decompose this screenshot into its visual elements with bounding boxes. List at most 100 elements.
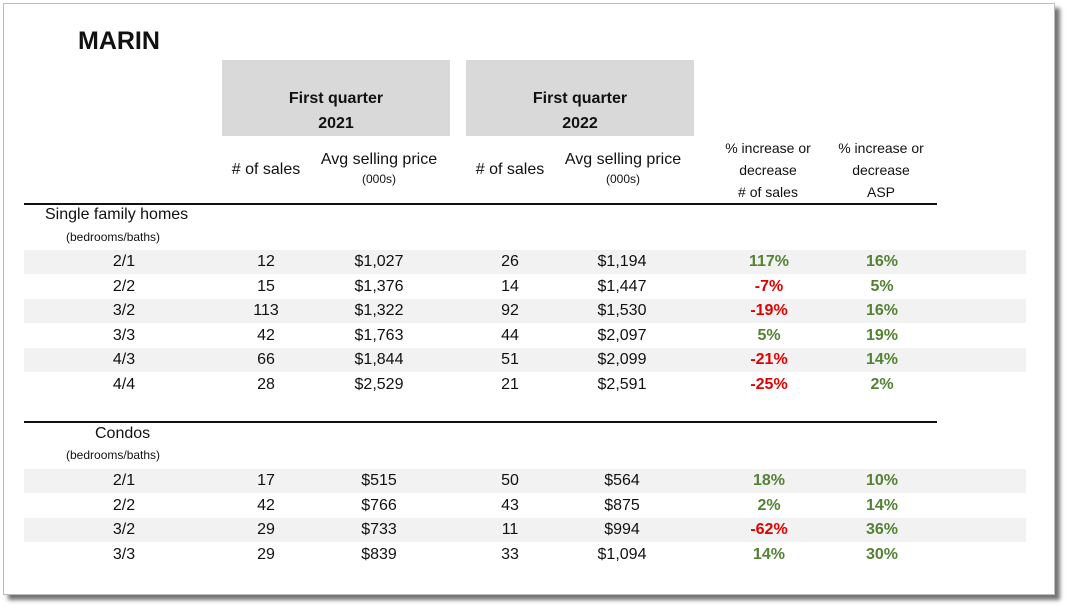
section-title: Condos — [95, 425, 151, 442]
cell-price-2021: $1,763 — [354, 326, 404, 344]
table-row: 3/3 29 $839 33 $1,094 14% 30% — [24, 543, 1026, 567]
pct-header-line: decrease — [852, 162, 910, 178]
cell-sales-2022: 21 — [501, 376, 519, 393]
cell-pct-asp: 14% — [865, 351, 899, 369]
quarter-year: 2022 — [562, 115, 598, 132]
cell-sales-2021: 29 — [257, 521, 275, 539]
cell-sales-2022: 11 — [501, 521, 519, 539]
section-divider — [24, 421, 937, 423]
cell-type: 3/2 — [112, 302, 136, 320]
cell-price-2022: $564 — [604, 472, 640, 489]
cell-price-2021: $1,844 — [354, 351, 404, 369]
quarter-year: 2021 — [318, 115, 354, 132]
col-header-unit: (000s) — [605, 172, 640, 186]
table-row: 3/3 42 $1,763 44 $2,097 5% 19% — [24, 324, 1026, 348]
cell-sales-2021: 66 — [257, 351, 275, 369]
table-row: 4/3 66 $1,844 51 $2,099 -21% 14% — [24, 348, 1026, 373]
col-header-pct-asp: % increase or decrease ASP — [818, 137, 944, 203]
cell-price-2022: $1,194 — [597, 253, 647, 270]
cell-sales-2021: 42 — [257, 496, 275, 514]
cell-price-2022: $875 — [604, 496, 640, 514]
col-header-unit: (000s) — [361, 172, 396, 186]
cell-sales-2022: 92 — [501, 302, 519, 320]
cell-pct-asp: 14% — [865, 496, 899, 514]
cell-sales-2021: 29 — [257, 546, 275, 564]
cell-price-2021: $515 — [361, 472, 397, 489]
col-header-price-2022: Avg selling price (000s) — [552, 150, 694, 188]
cell-sales-2021: 17 — [257, 472, 275, 489]
pct-header-line: % increase or — [838, 140, 924, 156]
cell-price-2021: $1,376 — [354, 277, 404, 295]
cell-pct-asp: 19% — [865, 326, 899, 344]
section-subtitle: (bedrooms/baths) — [66, 448, 161, 462]
cell-pct-asp: 5% — [870, 277, 894, 295]
cell-pct-sales: -7% — [754, 277, 784, 295]
cell-sales-2022: 44 — [501, 326, 519, 344]
col-header-price-2021: Avg selling price (000s) — [308, 150, 450, 188]
cell-sales-2021: 15 — [257, 277, 275, 295]
cell-price-2021: $839 — [361, 546, 397, 564]
table-row: 2/2 15 $1,376 14 $1,447 -7% 5% — [24, 275, 1026, 299]
section-title: Single family homes — [45, 206, 189, 223]
cell-type: 3/3 — [112, 546, 136, 564]
quarter-label: First quarter — [288, 90, 384, 107]
page-title: MARIN — [78, 27, 160, 55]
cell-pct-asp: 30% — [865, 546, 899, 564]
table-row: 2/2 42 $766 43 $875 2% 14% — [24, 494, 1026, 518]
pct-header-line: decrease — [739, 162, 797, 178]
cell-pct-sales: -62% — [750, 521, 788, 539]
pct-header-line: ASP — [866, 184, 895, 200]
cell-pct-sales: 2% — [757, 496, 781, 514]
cell-pct-sales: -25% — [750, 376, 788, 393]
col-header-label: Avg selling price — [564, 151, 682, 168]
cell-pct-sales: -19% — [750, 302, 788, 320]
cell-pct-asp: 16% — [865, 302, 899, 320]
pct-header-line: # of sales — [738, 184, 798, 200]
cell-pct-asp: 2% — [870, 376, 894, 393]
cell-sales-2022: 43 — [501, 496, 519, 514]
cell-pct-asp: 10% — [865, 472, 899, 489]
pct-header-line: % increase or — [725, 140, 811, 156]
cell-sales-2021: 28 — [257, 376, 275, 393]
quarter-header-2021: First quarter 2021 — [222, 60, 450, 136]
cell-pct-asp: 36% — [865, 521, 899, 539]
section-subtitle: (bedrooms/baths) — [66, 230, 161, 244]
cell-type: 3/2 — [112, 521, 136, 539]
cell-pct-sales: 5% — [757, 326, 781, 344]
cell-price-2021: $733 — [361, 521, 397, 539]
cell-price-2022: $1,530 — [597, 302, 647, 320]
table-row: 4/4 28 $2,529 21 $2,591 -25% 2% — [24, 373, 1026, 397]
cell-price-2022: $2,099 — [597, 351, 647, 369]
cell-sales-2021: 12 — [257, 253, 275, 270]
table-row: 3/2 29 $733 11 $994 -62% 36% — [24, 518, 1026, 543]
cell-type: 2/1 — [112, 472, 136, 489]
cell-price-2022: $2,591 — [597, 376, 647, 393]
cell-sales-2022: 26 — [501, 253, 519, 270]
cell-sales-2022: 50 — [501, 472, 519, 489]
table-row: 2/1 12 $1,027 26 $1,194 117% 16% — [24, 250, 1026, 274]
cell-pct-sales: 18% — [752, 472, 786, 489]
table-row: 3/2 113 $1,322 92 $1,530 -19% 16% — [24, 299, 1026, 324]
cell-type: 4/3 — [112, 351, 136, 369]
cell-type: 2/2 — [112, 277, 136, 295]
cell-price-2021: $2,529 — [354, 376, 404, 393]
cell-price-2022: $2,097 — [597, 326, 647, 344]
quarter-label: First quarter — [532, 90, 628, 107]
cell-pct-sales: 14% — [752, 546, 786, 564]
cell-pct-asp: 16% — [865, 253, 899, 270]
cell-price-2022: $1,094 — [597, 546, 647, 564]
cell-pct-sales: -21% — [750, 351, 788, 369]
table-row: 2/1 17 $515 50 $564 18% 10% — [24, 469, 1026, 493]
col-header-sales-2021: # of sales — [231, 161, 301, 178]
cell-price-2022: $1,447 — [597, 277, 647, 295]
cell-price-2021: $1,322 — [354, 302, 404, 320]
cell-type: 3/3 — [112, 326, 136, 344]
col-header-label: Avg selling price — [320, 151, 438, 168]
cell-sales-2022: 33 — [501, 546, 519, 564]
cell-pct-sales: 117% — [748, 253, 790, 270]
col-header-pct-sales: % increase or decrease # of sales — [706, 137, 830, 203]
cell-price-2021: $766 — [361, 496, 397, 514]
cell-price-2022: $994 — [604, 521, 640, 539]
col-header-sales-2022: # of sales — [475, 161, 545, 178]
cell-sales-2022: 14 — [501, 277, 519, 295]
